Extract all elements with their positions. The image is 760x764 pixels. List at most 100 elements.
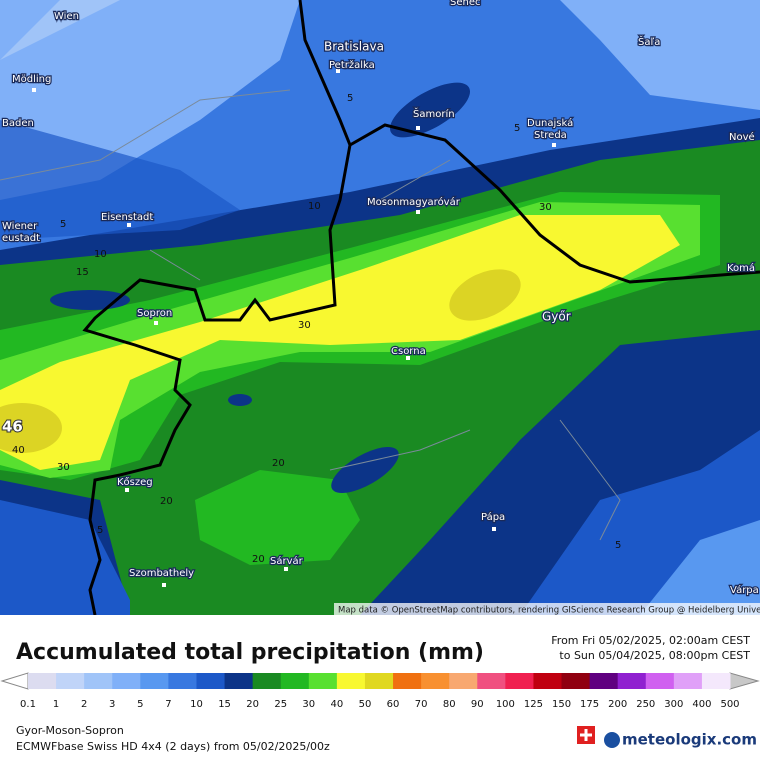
colorbar-cell <box>224 673 254 689</box>
colorbar-label: 70 <box>415 699 428 710</box>
colorbar-cell <box>56 673 85 689</box>
contour-label: 10 <box>94 249 107 260</box>
colorbar-label: 200 <box>608 699 627 710</box>
city-label: Šamorín <box>413 107 455 120</box>
colorbar-cell <box>84 673 113 689</box>
colorbar-cell <box>673 673 703 689</box>
city-label: Nové <box>729 131 755 143</box>
colorbar-label: 40 <box>331 699 344 710</box>
colorbar: 0.1 1 2 3 5 7 10 15 20 25 30 40 50 60 70 80 90 100 125 150 1… <box>20 673 740 710</box>
colorbar-label: 7 <box>165 699 171 710</box>
colorbar-cell <box>589 673 619 689</box>
city-label: Sárvár <box>270 555 304 567</box>
period-to: to Sun 05/04/2025, 08:00pm CEST <box>559 649 750 662</box>
city-label: Šaľa <box>638 35 660 48</box>
city-label: Streda <box>534 130 567 141</box>
swiss-cross <box>580 729 592 741</box>
colorbar-cell <box>701 673 731 689</box>
city-label: Komá <box>727 262 755 274</box>
city-label: Győr <box>542 310 571 324</box>
city-label: Senec <box>450 0 481 8</box>
colorbar-label: 150 <box>552 699 571 710</box>
colorbar-label: 400 <box>692 699 711 710</box>
colorbar-label: 60 <box>387 699 400 710</box>
colorbar-cell <box>421 673 450 689</box>
colorbar-label: 3 <box>109 699 115 710</box>
colorbar-label: 175 <box>580 699 599 710</box>
brand: meteologix.com <box>622 731 757 749</box>
contour-label: 30 <box>539 202 552 213</box>
colorbar-cell <box>617 673 647 689</box>
contour-label: 5 <box>514 123 520 134</box>
region: Gyor-Moson-Sopron <box>16 724 124 737</box>
city-label: Eisenstadt <box>101 212 153 223</box>
colorbar-label: 30 <box>302 699 315 710</box>
colorbar-label: 500 <box>720 699 739 710</box>
colorbar-cell <box>477 673 506 689</box>
contour-label: 5 <box>60 219 66 230</box>
city-label: Szombathely <box>129 568 194 579</box>
colorbar-cell <box>28 673 57 689</box>
contour-label: 10 <box>308 201 321 212</box>
contour-label: 40 <box>12 445 25 456</box>
contour-label: 5 <box>615 540 621 551</box>
city-label: Wiener <box>2 221 38 232</box>
colorbar-cell <box>308 673 338 689</box>
colorbar-label: 125 <box>524 699 543 710</box>
colorbar-high-arrow <box>729 672 760 690</box>
attribution: Map data © OpenStreetMap contributors, r… <box>338 606 760 616</box>
colorbar-label: 1 <box>53 699 59 710</box>
brand-logo <box>604 732 620 748</box>
legend-title: Accumulated total precipitation (mm) <box>16 640 484 665</box>
colorbar-label: 250 <box>636 699 655 710</box>
contour-label: 15 <box>76 267 89 278</box>
colorbar-cell <box>112 673 141 689</box>
colorbar-cell <box>196 673 226 689</box>
colorbar-cell <box>336 673 366 689</box>
city-label: Baden <box>2 118 34 129</box>
city-label: Bratislava <box>324 40 384 54</box>
colorbar-cell <box>364 673 394 689</box>
contour-label: 20 <box>160 496 173 507</box>
colorbar-label: 0.1 <box>20 699 36 710</box>
colorbar-low-arrow <box>0 672 29 690</box>
city-label: Csorna <box>391 346 426 357</box>
contour-label: 20 <box>252 554 265 565</box>
colorbar-cell <box>252 673 282 689</box>
colorbar-cell <box>280 673 310 689</box>
colorbar-label: 90 <box>471 699 484 710</box>
contour-label: 30 <box>57 462 70 473</box>
colorbar-cell <box>449 673 478 689</box>
colorbar-cell <box>533 673 563 689</box>
city-label: Sopron <box>137 308 172 319</box>
colorbar-cell <box>505 673 534 689</box>
city-label: Mödling <box>12 74 51 85</box>
city-label: Pápa <box>481 511 505 523</box>
colorbar-cell <box>140 673 169 689</box>
colorbar-cell <box>168 673 197 689</box>
colorbar-label: 20 <box>246 699 259 710</box>
city-label: Mosonmagyaróvár <box>367 196 461 208</box>
max-value-label: 46 <box>2 418 23 436</box>
colorbar-label: 5 <box>137 699 143 710</box>
city-label: Dunajská <box>527 117 573 129</box>
colorbar-label: 50 <box>359 699 372 710</box>
model-info: ECMWFbase Swiss HD 4x4 (2 days) from 05/… <box>16 740 330 753</box>
colorbar-label: 10 <box>190 699 203 710</box>
city-markers <box>32 69 556 587</box>
contour-label: 30 <box>298 320 311 331</box>
map: Wien Senec Bratislava Petržalka Mödling … <box>0 0 760 616</box>
colorbar-label: 80 <box>443 699 456 710</box>
colorbar-label: 100 <box>496 699 515 710</box>
city-label: Kőszeg <box>117 476 153 488</box>
colorbar-label: 300 <box>664 699 683 710</box>
colorbar-cell <box>393 673 422 689</box>
city-label: Wien <box>54 11 79 22</box>
contour-label: 5 <box>347 93 353 104</box>
city-label: eustadt <box>2 233 40 244</box>
city-label: Petržalka <box>329 59 375 71</box>
colorbar-label: 25 <box>274 699 287 710</box>
city-label: Várpa <box>730 584 759 596</box>
